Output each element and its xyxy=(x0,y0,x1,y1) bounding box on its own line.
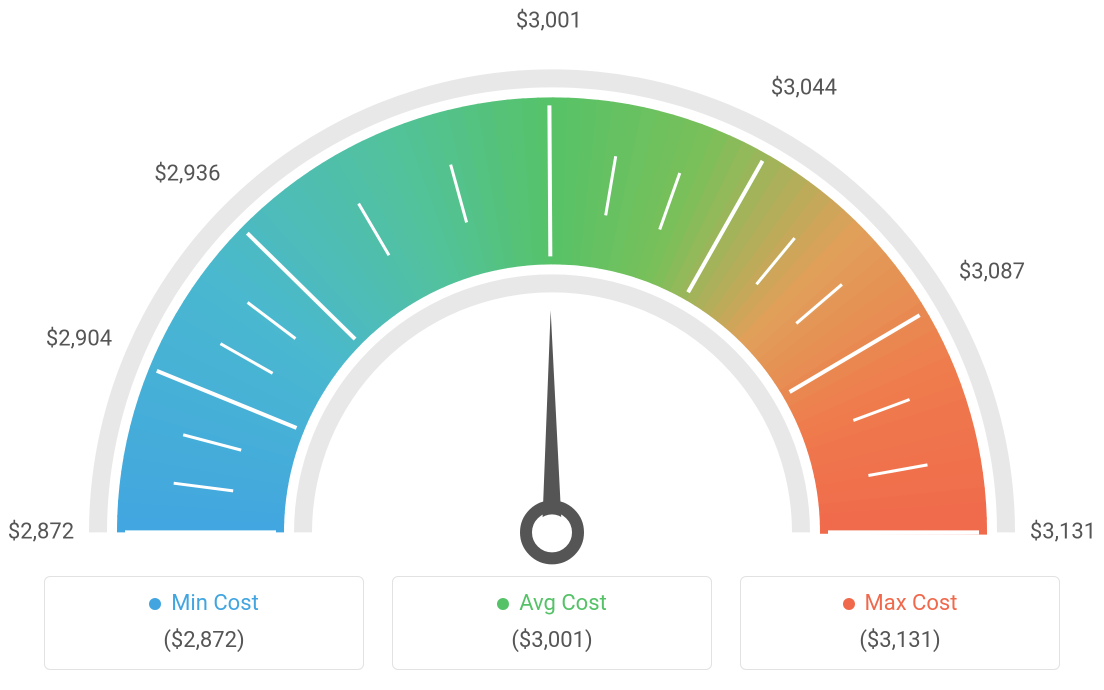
card-title-max: Max Cost xyxy=(865,591,958,616)
gauge-tick-label: $3,044 xyxy=(771,75,837,100)
card-value-min: ($2,872) xyxy=(57,628,351,653)
gauge-tick-label: $3,001 xyxy=(516,9,582,34)
gauge-tick-label: $3,087 xyxy=(959,260,1025,285)
gauge-tick-label: $3,131 xyxy=(1030,520,1096,545)
gauge-tick-label: $2,936 xyxy=(154,162,220,187)
chart-wrapper: $2,872 $2,904 $2,936 $3,001 $3,044 $3,087 $3,1… xyxy=(0,0,1104,690)
card-min-cost: Min Cost ($2,872) xyxy=(44,576,364,670)
dot-icon xyxy=(149,598,161,610)
card-title-avg: Avg Cost xyxy=(519,591,607,616)
gauge-svg xyxy=(22,22,1082,582)
card-value-avg: ($3,001) xyxy=(405,628,699,653)
gauge-tick-label: $2,872 xyxy=(8,520,74,545)
gauge-tick-label: $2,904 xyxy=(46,326,112,351)
card-avg-cost: Avg Cost ($3,001) xyxy=(392,576,712,670)
gauge-chart: $2,872 $2,904 $2,936 $3,001 $3,044 $3,087 $3,1… xyxy=(0,0,1104,560)
card-max-cost: Max Cost ($3,131) xyxy=(740,576,1060,670)
card-title-min: Min Cost xyxy=(171,591,259,616)
legend-row: Min Cost ($2,872) Avg Cost ($3,001) Max … xyxy=(0,576,1104,670)
dot-icon xyxy=(843,598,855,610)
card-value-max: ($3,131) xyxy=(753,628,1047,653)
dot-icon xyxy=(497,598,509,610)
